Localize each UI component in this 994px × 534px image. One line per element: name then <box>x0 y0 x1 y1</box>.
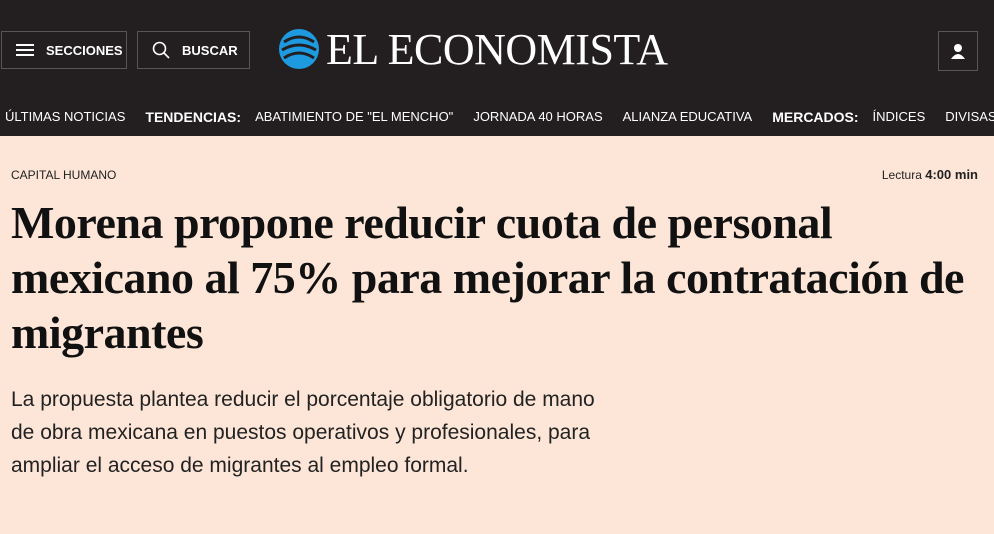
reading-time: Lectura 4:00 min <box>882 167 978 182</box>
nav-heading: TENDENCIAS: <box>145 108 242 125</box>
nav-link[interactable]: ÍNDICES <box>872 109 926 124</box>
nav-link[interactable]: ABATIMIENTO DE "EL MENCHO" <box>255 109 454 124</box>
nav-link[interactable]: DIVISAS <box>945 109 994 124</box>
menu-button[interactable]: SECCIONES <box>1 31 127 69</box>
logo-text: EL ECONOMISTA <box>326 24 668 74</box>
reading-label: Lectura <box>881 168 922 182</box>
search-icon <box>152 41 170 59</box>
headline: Morena propone reducir cuota de personal… <box>11 197 964 358</box>
nav-heading: MERCADOS: <box>772 108 859 125</box>
search-label: BUSCAR <box>182 42 238 58</box>
summary: La propuesta plantea reducir el porcenta… <box>11 388 595 477</box>
search-button[interactable]: BUSCAR <box>137 31 250 69</box>
nav-link[interactable]: JORNADA 40 HORAS <box>473 109 603 124</box>
menu-label: SECCIONES <box>46 42 123 58</box>
header: SECCIONES BUSCAR EL ECONOMISTA <box>0 0 994 97</box>
nav-link[interactable]: ALIANZA EDUCATIVA <box>622 109 753 124</box>
nav-link[interactable]: ÚLTIMAS NOTICIAS <box>5 109 126 124</box>
reading-value: 4:00 min <box>925 167 978 182</box>
section-link[interactable]: CAPITAL HUMANO <box>11 168 117 182</box>
nav-bar: ÚLTIMAS NOTICIAS TENDENCIAS: ABATIMIENTO… <box>0 97 994 136</box>
logo[interactable]: EL ECONOMISTA <box>278 24 668 74</box>
user-button[interactable] <box>938 31 978 71</box>
user-icon <box>951 44 965 59</box>
menu-icon <box>16 44 34 56</box>
logo-mark <box>279 29 319 69</box>
